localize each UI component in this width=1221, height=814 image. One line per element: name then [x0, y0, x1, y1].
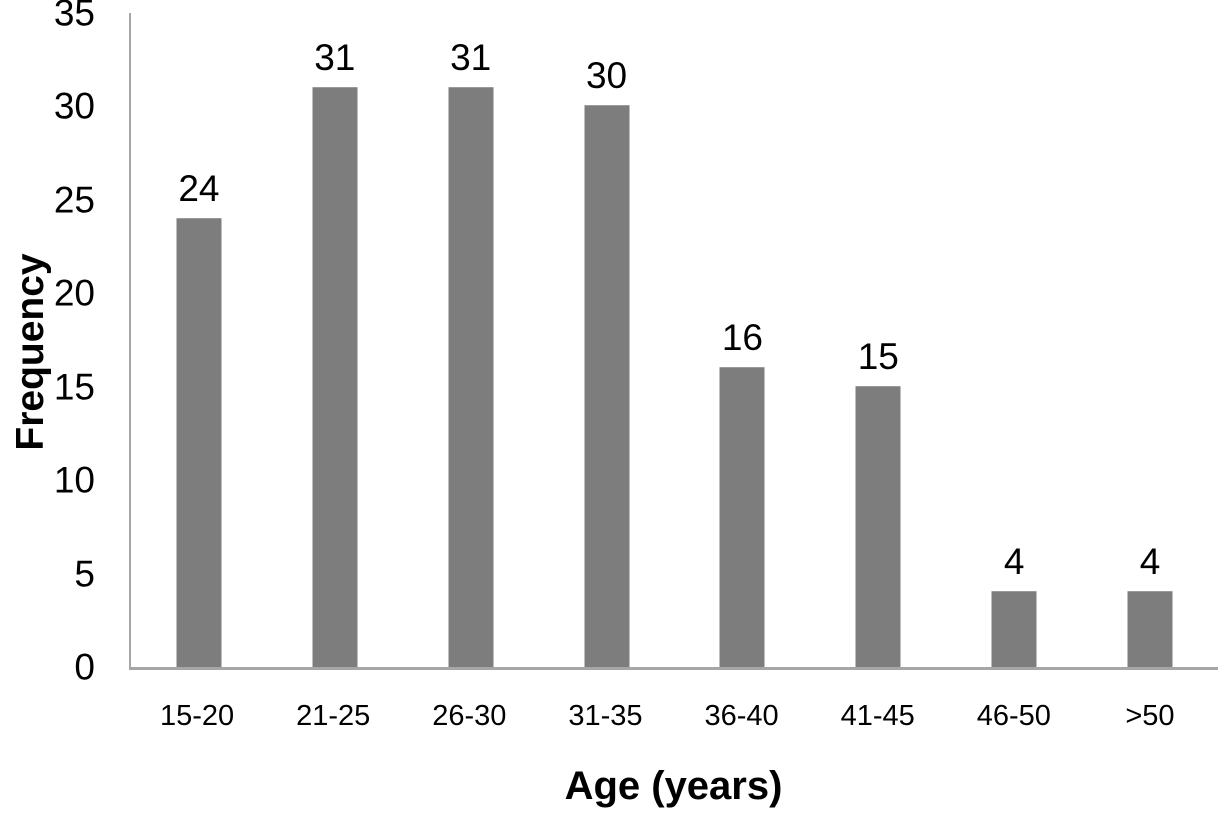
y-tick-label: 15	[53, 366, 95, 408]
bar-value-label: 24	[178, 167, 220, 209]
bar	[448, 86, 494, 667]
y-tick-label: 25	[53, 179, 95, 221]
bar-value-label: 4	[1003, 541, 1025, 583]
bar-slot: 31	[267, 13, 403, 667]
bar-slot: 4	[946, 13, 1082, 667]
bar	[991, 591, 1037, 667]
x-tick-label: 41-45	[840, 700, 915, 732]
bar-slot: 4	[1082, 13, 1218, 667]
x-tick-label: 26-30	[432, 700, 507, 732]
y-tick-label: 35	[53, 0, 95, 34]
y-tick-label: 20	[53, 272, 95, 314]
bar	[855, 385, 901, 667]
x-tick-label: 31-35	[568, 700, 643, 732]
bar-value-label: 31	[450, 36, 492, 78]
bar-value-label: 16	[721, 317, 764, 359]
bar-slot: 16	[675, 13, 811, 667]
bar-value-label: 15	[857, 335, 899, 377]
bar-slot: 30	[539, 13, 675, 667]
bar	[1127, 591, 1173, 667]
bar-value-label: 31	[314, 36, 356, 78]
x-tick-label: 21-25	[296, 700, 371, 732]
bar	[176, 217, 222, 667]
bar-slot: 24	[131, 13, 267, 667]
bar	[584, 105, 630, 667]
x-tick-label: 15-20	[159, 700, 235, 732]
x-tick-label: >50	[1125, 700, 1175, 732]
bar-value-label: 30	[585, 55, 628, 97]
y-axis-tick-labels: 0 5 10 15 20 25 30 35	[0, 0, 97, 814]
y-tick-label: 30	[53, 85, 95, 127]
bar-slot: 15	[810, 13, 946, 667]
y-tick-label: 5	[74, 553, 95, 595]
y-tick-label: 10	[53, 459, 95, 501]
y-tick-label: 0	[74, 646, 95, 688]
bar-value-label: 4	[1139, 541, 1161, 583]
x-tick-label: 36-40	[704, 700, 779, 732]
x-axis-title: Age (years)	[564, 764, 783, 808]
bar-slot: 31	[403, 13, 539, 667]
bar	[719, 367, 765, 667]
x-tick-label: 46-50	[976, 700, 1051, 732]
bar	[312, 86, 358, 667]
x-axis-tick-labels: 15-20 21-25 26-30 31-35 36-40 41-45 46-50 >50	[129, 700, 1218, 733]
plot-area: 24 31 31 30 16 15 4 4	[129, 13, 1218, 670]
